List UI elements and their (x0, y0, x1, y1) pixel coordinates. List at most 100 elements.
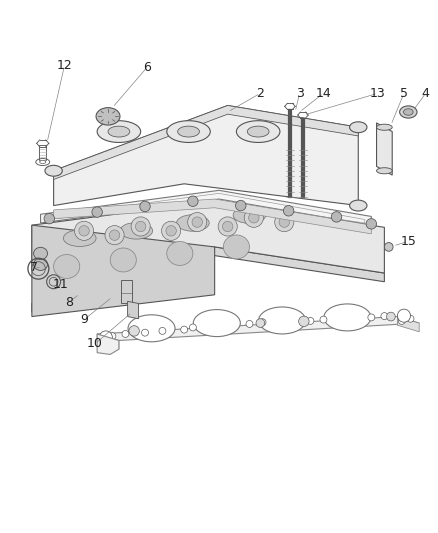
Circle shape (166, 225, 177, 236)
Circle shape (99, 331, 113, 344)
Circle shape (259, 319, 266, 326)
Polygon shape (32, 247, 385, 312)
Polygon shape (32, 201, 385, 273)
Circle shape (387, 312, 395, 321)
Ellipse shape (177, 215, 209, 231)
Text: 11: 11 (52, 278, 68, 291)
Text: 5: 5 (400, 87, 408, 100)
Ellipse shape (120, 223, 152, 239)
Polygon shape (97, 317, 419, 341)
Text: 13: 13 (370, 87, 386, 100)
Ellipse shape (97, 120, 141, 142)
Bar (39, 144, 46, 160)
Ellipse shape (247, 126, 269, 137)
Ellipse shape (45, 165, 62, 176)
Ellipse shape (258, 307, 306, 334)
Circle shape (105, 225, 124, 245)
Ellipse shape (108, 126, 130, 137)
Ellipse shape (324, 304, 371, 331)
Polygon shape (53, 199, 371, 234)
Bar (121, 279, 132, 303)
Text: 7: 7 (30, 261, 38, 274)
Circle shape (398, 318, 405, 325)
Ellipse shape (128, 315, 175, 342)
Text: 3: 3 (296, 87, 304, 100)
Ellipse shape (233, 207, 266, 223)
Circle shape (236, 200, 246, 211)
Circle shape (244, 208, 263, 228)
Circle shape (283, 206, 294, 216)
Circle shape (129, 326, 139, 336)
Circle shape (218, 217, 237, 236)
Circle shape (192, 217, 202, 228)
Text: 8: 8 (65, 296, 73, 309)
Text: 10: 10 (87, 337, 103, 351)
Circle shape (109, 333, 116, 340)
Ellipse shape (167, 241, 193, 265)
Circle shape (223, 221, 233, 232)
Polygon shape (377, 123, 392, 175)
Circle shape (249, 213, 259, 223)
Ellipse shape (110, 248, 136, 272)
Ellipse shape (223, 235, 250, 259)
Text: 15: 15 (400, 235, 416, 248)
Ellipse shape (399, 106, 417, 118)
Polygon shape (41, 190, 371, 225)
Ellipse shape (193, 310, 240, 336)
Circle shape (307, 318, 314, 325)
Text: 6: 6 (143, 61, 151, 74)
Circle shape (44, 213, 54, 224)
Circle shape (256, 319, 265, 327)
Circle shape (135, 221, 146, 232)
Ellipse shape (178, 126, 199, 137)
Ellipse shape (350, 122, 367, 133)
Circle shape (299, 316, 309, 327)
Text: 2: 2 (256, 87, 264, 100)
Circle shape (159, 327, 166, 334)
Circle shape (187, 196, 198, 206)
Polygon shape (53, 106, 358, 206)
Ellipse shape (350, 200, 367, 211)
Ellipse shape (53, 255, 80, 278)
Polygon shape (53, 106, 358, 180)
Circle shape (122, 330, 129, 337)
Circle shape (162, 221, 181, 240)
Circle shape (279, 217, 290, 228)
Circle shape (79, 225, 89, 236)
Circle shape (181, 326, 187, 333)
Polygon shape (97, 334, 119, 354)
Circle shape (397, 309, 410, 322)
Circle shape (92, 207, 102, 217)
Text: 14: 14 (315, 87, 331, 100)
Circle shape (320, 316, 327, 323)
Circle shape (110, 230, 120, 240)
Circle shape (246, 320, 253, 327)
Circle shape (189, 324, 196, 331)
Circle shape (131, 217, 150, 236)
Ellipse shape (377, 168, 392, 174)
Polygon shape (397, 317, 419, 332)
Ellipse shape (377, 124, 392, 130)
Circle shape (366, 219, 377, 229)
Circle shape (141, 329, 148, 336)
Ellipse shape (34, 247, 47, 260)
Circle shape (385, 243, 393, 251)
Circle shape (74, 221, 94, 240)
Ellipse shape (403, 109, 413, 115)
Polygon shape (97, 334, 119, 349)
Circle shape (407, 315, 414, 322)
Circle shape (187, 213, 207, 232)
Circle shape (381, 313, 388, 320)
Circle shape (331, 212, 342, 222)
Polygon shape (32, 225, 215, 317)
Circle shape (275, 213, 294, 232)
Ellipse shape (64, 230, 96, 246)
Text: 9: 9 (80, 313, 88, 326)
Ellipse shape (167, 120, 210, 142)
Ellipse shape (34, 258, 47, 270)
Circle shape (368, 314, 375, 321)
Circle shape (140, 201, 150, 212)
Ellipse shape (96, 108, 120, 125)
Text: 12: 12 (57, 59, 72, 72)
Polygon shape (127, 301, 138, 319)
